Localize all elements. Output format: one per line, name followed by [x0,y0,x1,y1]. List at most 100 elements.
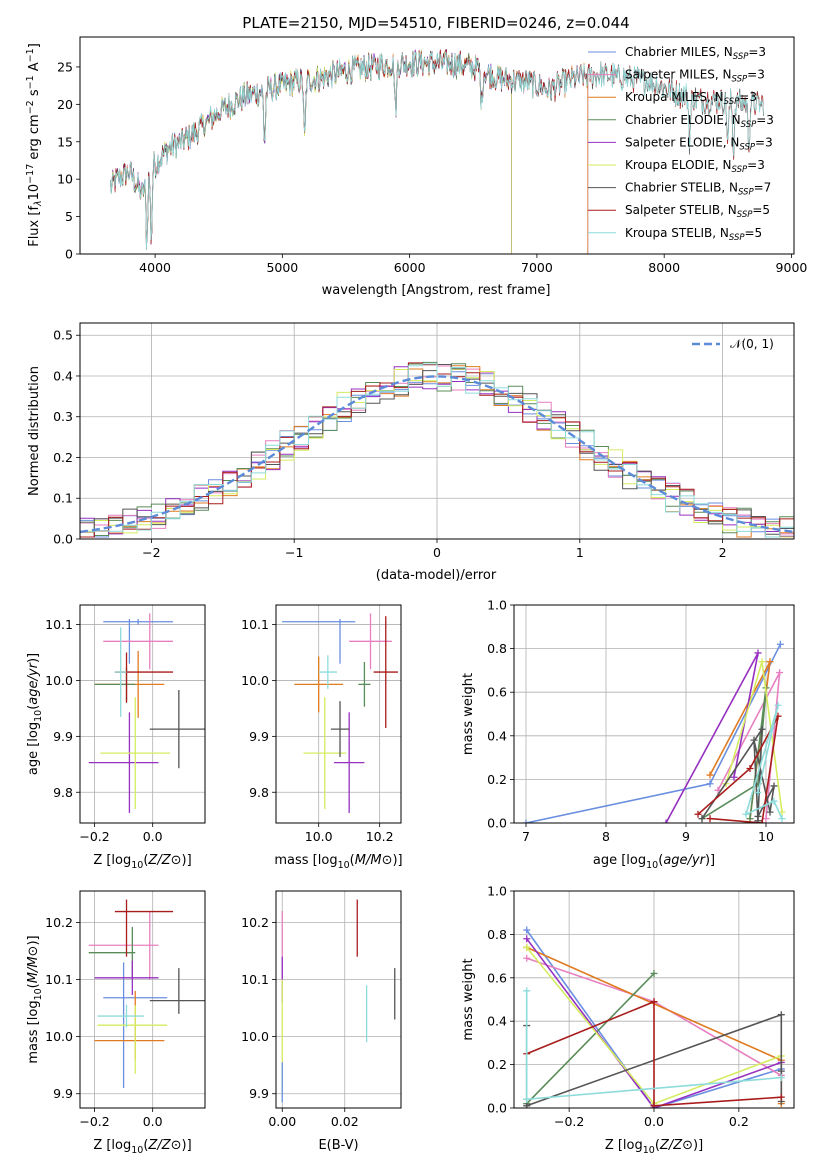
y-tick-label: 9.9 [53,1086,73,1101]
x-tick-label: 8000 [648,260,680,275]
legend-label-sub: SSP [732,165,748,175]
x-axis-label: E(B-V) [318,1138,358,1153]
axes-frame [79,322,795,540]
weight-marker [746,815,754,823]
label-part: M/M⊙ [355,853,393,868]
plot-area [88,613,205,813]
y-tick-label: 20 [57,97,73,112]
label-part: ( [143,1138,148,1153]
x-tick-label: −0.2 [554,1114,584,1129]
label-part: Z [log [93,1138,131,1153]
legend-label-tail: =3 [739,90,757,104]
weight-marker [650,998,658,1006]
y-tick-label: 0.1 [53,491,73,506]
legend-label-main: Salpeter MILES, N [625,68,732,82]
y-axis-label: age [log10(age/yr)] [26,653,44,775]
label-part: Z/Z⊙ [147,853,181,868]
y-tick-label: 0.4 [487,728,507,743]
legend-label: Chabrier MILES, NSSP=3 [625,45,766,62]
weight-marker [523,935,531,943]
label-part: 10 [27,184,42,201]
label-part: ( [26,705,41,710]
legend-label: Chabrier STELIB, NSSP=7 [625,181,771,198]
x-tick-label: 6000 [394,260,426,275]
y-tick-label: 0.8 [487,641,507,656]
legend-label-main: Chabrier ELODIE, N [625,113,741,127]
label-part: age [log [593,853,646,868]
weight-marker [746,765,754,772]
legend-label-main: Salpeter STELIB, N [625,203,737,217]
mass-vs-extinction-panel: 0.00 0.02 9.9 10.0 10.1 10.2 E(B-V) [241,890,402,1153]
weight-marker [776,640,784,648]
spectrum-line [110,51,764,250]
y-tick-label: 5 [65,209,73,224]
x-tick-label: −0.2 [79,829,109,844]
legend-label: Kroupa MILES, NSSP=3 [625,90,757,107]
x-tick-label: −2 [142,545,160,560]
y-tick-label: 10.0 [241,1029,269,1044]
label-part: 10 [338,860,350,871]
label-part: −2 [25,100,36,114]
x-axis-label: Z [log10(Z/Z⊙)] [93,1138,191,1156]
legend-label-sub: SSP [732,75,748,85]
x-tick-label: 10.0 [305,829,333,844]
legend-label-sub: SSP [724,97,740,107]
label-part: erg cm [27,114,42,163]
x-tick-label: 10.2 [366,829,394,844]
y-tick-label: 9.8 [249,785,269,800]
weight-line [717,672,781,819]
y-tick-label: 0.3 [53,409,73,424]
label-part: Z [log [93,853,131,868]
plot-area [522,640,786,823]
weight-marker [758,658,766,666]
y-axis-label: mass [log10(M/M⊙)] [26,935,44,1063]
legend-label: Salpeter ELODIE, NSSP=3 [625,135,773,152]
label-part: mass [log [274,853,337,868]
y-tick-label: 10.0 [45,1029,73,1044]
plot-area [80,361,794,538]
weight-marker [777,1093,785,1101]
x-tick-label: 8 [602,829,610,844]
weight-marker [777,1011,785,1019]
label-part: Z [log [605,1138,643,1153]
label-part: ( [655,1138,660,1153]
x-axis-label: Z [log10(Z/Z⊙)] [93,853,191,871]
normal-reference-curve [80,375,794,534]
label-part: )] [182,1138,192,1153]
axes-frame [79,604,206,824]
residuals-panel: −2 −1 0 1 2 0.0 0.1 0.2 0.3 0.4 0.5 𝒩(0, 1) (data-mo… [27,322,795,583]
weight-marker [777,1067,785,1075]
label-part: )] [182,853,192,868]
axes-frame [513,890,795,1109]
weight-marker [758,819,766,823]
histogram-step [80,363,794,538]
legend-label: Chabrier ELODIE, NSSP=3 [625,113,774,130]
x-tick-label: 2 [719,545,727,560]
weight-marker [770,797,778,805]
weight-marker [706,815,714,823]
legend-label-tail: =5 [752,203,770,217]
label-part: )] [705,853,715,868]
plot-area [88,899,205,1089]
weight-marker [730,773,738,781]
y-tick-label: 0.6 [487,970,507,985]
label-part: )] [693,1138,703,1153]
x-tick-label: 0.0 [143,1114,163,1129]
y-tick-label: 0.2 [53,450,73,465]
label-part: mass weight [461,958,476,1040]
x-tick-label: 5000 [266,260,298,275]
legend-label-tail: =5 [745,226,763,240]
weight-line [526,938,782,1108]
x-tick-label: 0.2 [729,1114,749,1129]
label-part: 10 [33,988,44,1000]
label-part: ] [27,43,42,48]
y-tick-label: 15 [57,134,73,149]
legend-label-tail: =3 [748,45,766,59]
legend-label-tail: =3 [756,113,774,127]
weight-marker [770,782,778,790]
label-part: 10 [33,710,44,722]
x-tick-label: −1 [285,545,303,560]
x-axis-label: wavelength [Angstrom, rest frame] [322,283,551,298]
spectrum-panel: 4000 5000 6000 7000 8000 9000 0 5 10 15 20 25 Chabri… [25,36,807,298]
plot-area [523,926,785,1108]
